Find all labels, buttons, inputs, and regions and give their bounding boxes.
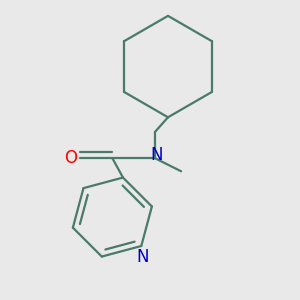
Text: O: O	[64, 149, 77, 167]
Text: N: N	[150, 146, 163, 164]
Text: N: N	[137, 248, 149, 266]
